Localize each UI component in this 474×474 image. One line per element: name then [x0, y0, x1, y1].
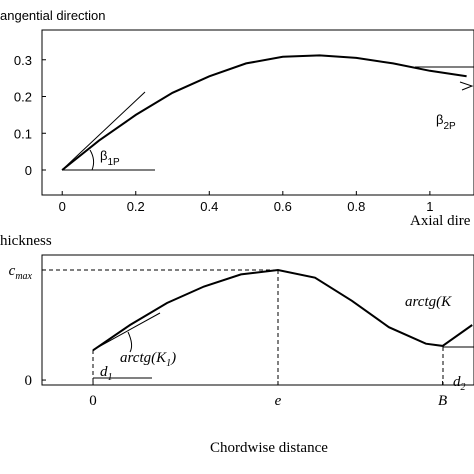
text-part: 1	[166, 358, 171, 369]
x-tick-label: 0.2	[127, 199, 145, 214]
y-tick-label: cmax	[9, 263, 33, 282]
y-axis-title: hickness	[0, 233, 52, 249]
y-tick-label: 0.3	[14, 53, 32, 68]
text-part: arctg(K	[405, 294, 452, 310]
x-tick-label: B	[438, 393, 447, 409]
x-axis-title: Axial dire	[410, 213, 471, 229]
text-part: β	[100, 148, 107, 163]
curve	[92, 268, 473, 352]
text-part: 0	[25, 163, 32, 178]
y-axis-title: angential direction	[0, 8, 106, 23]
x-tick-label: 0	[59, 199, 66, 214]
annotation: arctg(K	[405, 294, 452, 310]
text-part: )	[170, 350, 176, 366]
text-part: 0	[25, 373, 33, 389]
angle-arc	[127, 331, 133, 353]
x-tick-label: 0.8	[347, 199, 365, 214]
tangent-line	[61, 91, 146, 171]
annotation: β1P	[100, 148, 120, 168]
angle-arrow	[459, 81, 474, 91]
text-part: 0.2	[14, 90, 32, 105]
angle-arc	[89, 149, 95, 171]
text-part: c	[9, 263, 16, 279]
y-tick-label: 0.2	[14, 90, 32, 105]
x-tick-label: 0.4	[200, 199, 218, 214]
text-part: 0.3	[14, 53, 32, 68]
text-part: arctg(K	[120, 350, 167, 366]
x-tick-label: 1	[426, 199, 433, 214]
y-tick-label: 0	[25, 163, 32, 178]
text-part: max	[15, 271, 32, 282]
plot-frame	[41, 29, 474, 196]
text-part: 2P	[443, 121, 456, 132]
y-tick-label: 0.1	[14, 126, 32, 141]
x-tick-label: 0	[89, 393, 97, 409]
text-part: d	[100, 364, 108, 380]
text-part: d	[453, 374, 461, 390]
annotation: d1	[100, 364, 113, 383]
y-tick-label: 0	[25, 373, 33, 389]
text-part: 0.1	[14, 126, 32, 141]
text-part: 1	[108, 372, 113, 383]
annotation: d2	[453, 374, 466, 393]
text-part: 1P	[107, 157, 120, 168]
text-part: 2	[461, 382, 466, 393]
x-axis-title: Chordwise distance	[210, 440, 328, 456]
annotation: arctg(K1)	[120, 350, 176, 369]
plot-frame	[41, 254, 474, 386]
text-part: β	[436, 112, 443, 127]
annotation: β2P	[436, 112, 456, 132]
curve	[61, 54, 467, 171]
x-tick-label: 0.6	[274, 199, 292, 214]
decorations	[42, 66, 474, 385]
x-tick-label: e	[275, 393, 282, 409]
